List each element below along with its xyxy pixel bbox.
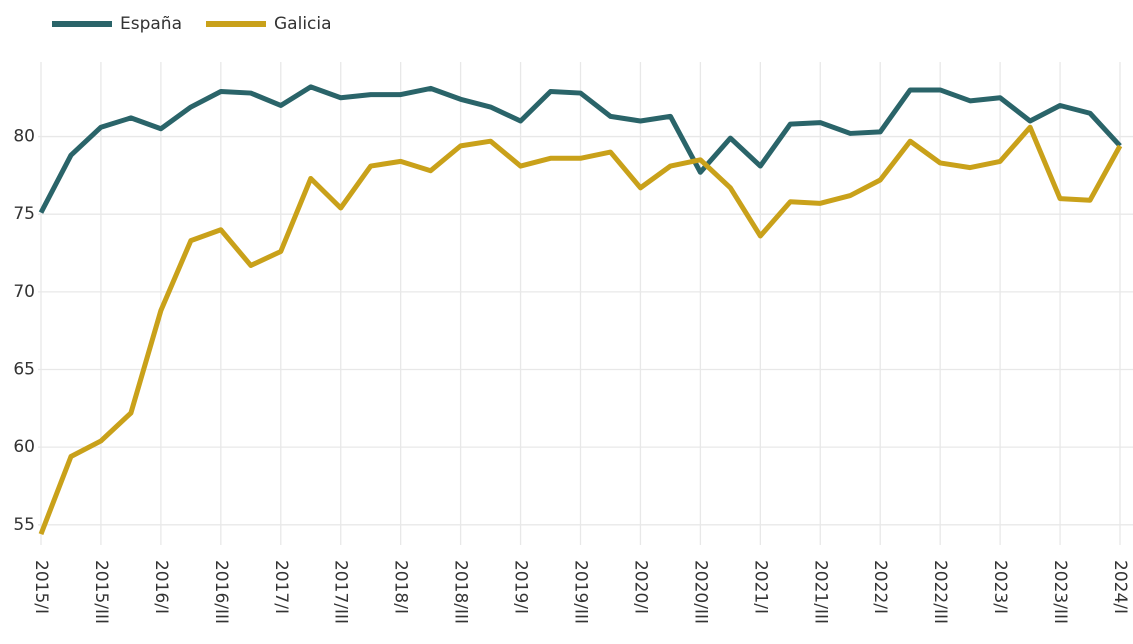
x-tick-label: 2023/III — [1050, 560, 1070, 624]
x-tick-label: 2016/III — [211, 560, 231, 624]
y-tick-label: 70 — [13, 282, 35, 302]
line-series — [38, 84, 1122, 214]
legend-label: España — [120, 14, 182, 34]
x-tick-label: 2019/III — [571, 560, 591, 624]
x-tick-label: 2015/I — [31, 560, 51, 614]
x-tick-label: 2024/I — [1110, 560, 1130, 614]
y-tick-label: 75 — [13, 204, 35, 224]
legend-label: Galicia — [274, 14, 332, 34]
line-series — [38, 124, 1123, 536]
x-tick-label: 2021/I — [750, 560, 770, 614]
x-tick-label: 2016/I — [151, 560, 171, 614]
x-tick-label: 2019/I — [511, 560, 531, 614]
y-tick-label: 60 — [13, 437, 35, 457]
x-tick-label: 2022/III — [930, 560, 950, 624]
y-tick-label: 65 — [13, 360, 35, 380]
y-tick-label: 80 — [13, 127, 35, 147]
x-tick-label: 2017/III — [331, 560, 351, 624]
y-tick-label: 55 — [13, 515, 35, 535]
x-tick-label: 2023/I — [990, 560, 1010, 614]
x-tick-label: 2022/I — [870, 560, 890, 614]
x-tick-label: 2018/I — [391, 560, 411, 614]
x-tick-label: 2021/III — [810, 560, 830, 624]
x-tick-label: 2020/III — [690, 560, 710, 624]
x-tick-label: 2017/I — [271, 560, 291, 614]
x-tick-label: 2020/I — [630, 560, 650, 614]
x-tick-label: 2018/III — [451, 560, 471, 624]
x-tick-label: 2015/III — [91, 560, 111, 624]
